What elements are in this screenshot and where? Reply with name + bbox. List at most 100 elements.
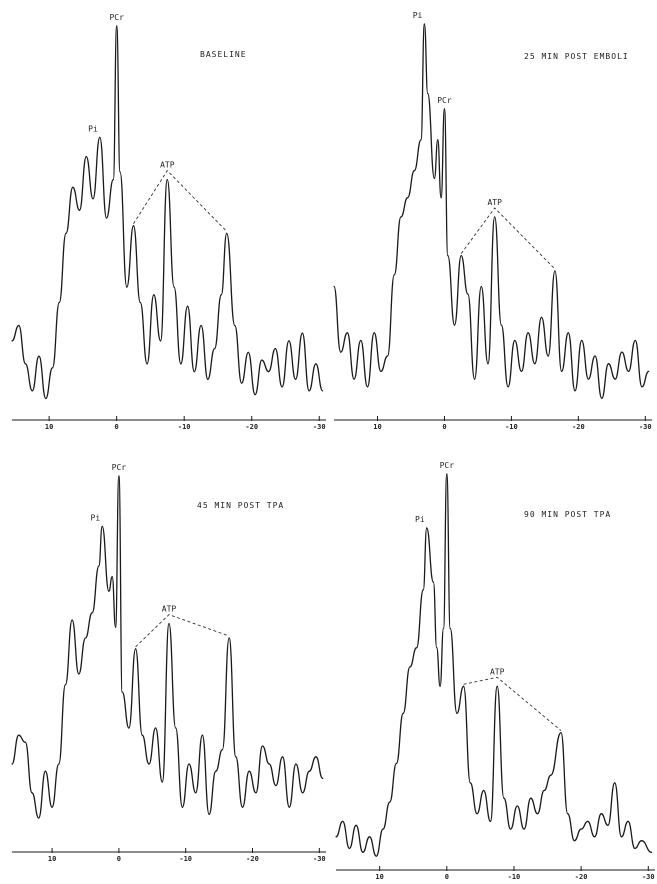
- spectrum-point: [282, 386, 283, 387]
- spectrum-point: [118, 475, 119, 476]
- x-tick-label: -30: [639, 423, 652, 431]
- spectrum-point: [255, 394, 256, 395]
- panel-title: 25 MIN POST EMBOLI: [524, 52, 629, 61]
- spectrum-point: [420, 139, 421, 140]
- spectrum-point: [262, 745, 263, 746]
- panel-25-min-post-emboli: 10 0 -10 -20 -30 25 MIN POST EMBOLI Pi PCr ATP: [333, 11, 652, 431]
- spectrum-point: [621, 836, 622, 837]
- spectrum-point: [78, 673, 79, 674]
- atp-guide-lines: [134, 171, 227, 232]
- spectrum-point: [441, 197, 442, 198]
- spectrum-point: [99, 137, 100, 138]
- spectrum-point: [534, 363, 535, 364]
- spectrum-point: [560, 732, 561, 733]
- spectrum-point: [288, 340, 289, 341]
- spectrum-point: [461, 255, 462, 256]
- spectrum-point: [72, 619, 73, 620]
- spectrum-point: [347, 332, 348, 333]
- spectrum-point: [367, 386, 368, 387]
- spectrum-point: [354, 379, 355, 380]
- spectrum-point: [209, 814, 210, 815]
- spectrum-point: [634, 848, 635, 849]
- spectrum-point: [621, 352, 622, 353]
- spectrum-point: [11, 763, 12, 764]
- x-tick-label: -20: [245, 423, 258, 431]
- spectrum-point: [423, 589, 424, 590]
- panel-45-min-post-tpa: 10 0 -10 -20 -30 45 MIN POST TPA Pi PCr ATP: [11, 463, 326, 863]
- spectrum-point: [65, 684, 66, 685]
- spectrum-point: [65, 233, 66, 234]
- spectrum-point: [523, 829, 524, 830]
- spectrum-point: [92, 612, 93, 613]
- spectrum-point: [116, 25, 117, 26]
- pi-peak-label: Pi: [415, 515, 425, 524]
- pcr-peak-label: PCr: [437, 96, 452, 105]
- spectrum-point: [587, 821, 588, 822]
- spectrum-point: [140, 302, 141, 303]
- spectrum-point: [59, 302, 60, 303]
- spectrum-point: [437, 139, 438, 140]
- spectrum-point: [113, 179, 114, 180]
- spectrum-point: [497, 686, 498, 687]
- x-tick-label: 0: [442, 423, 446, 431]
- pcr-peak-label: PCr: [440, 461, 455, 470]
- spectrum-point: [601, 398, 602, 399]
- spectrum-point: [501, 325, 502, 326]
- spectrum-point: [641, 840, 642, 841]
- spectrum-point: [567, 813, 568, 814]
- x-tick-label: 10: [373, 423, 381, 431]
- spectrum-point: [153, 294, 154, 295]
- spectrum-point: [322, 778, 323, 779]
- atp-guide-lines: [461, 208, 555, 269]
- atp-guide-lines: [136, 615, 230, 647]
- spectrum-point: [235, 756, 236, 757]
- x-tick-label: -30: [313, 423, 326, 431]
- spectrum-point: [52, 367, 53, 368]
- spectrum-point: [162, 781, 163, 782]
- spectrum-point: [601, 813, 602, 814]
- pi-peak-label: Pi: [91, 513, 101, 522]
- spectrum-point: [85, 637, 86, 638]
- spectrum-point: [481, 286, 482, 287]
- x-tick-label: 10: [45, 423, 53, 431]
- spectrum-point: [608, 363, 609, 364]
- x-tick-label: -20: [575, 873, 588, 881]
- spectrum-point: [467, 294, 468, 295]
- spectrum-point: [221, 294, 222, 295]
- spectrum-point: [142, 735, 143, 736]
- spectrum-point: [443, 628, 444, 629]
- spectrum-point: [128, 727, 129, 728]
- spectrum-point: [541, 317, 542, 318]
- spectrum-point: [641, 386, 642, 387]
- x-tick-label: -10: [179, 855, 192, 863]
- spectrum-point: [530, 798, 531, 799]
- spectrum-point: [517, 805, 518, 806]
- spectrum-point: [483, 790, 484, 791]
- spectrum-point: [302, 792, 303, 793]
- spectrum-point: [72, 187, 73, 188]
- spectrum-point: [112, 576, 113, 577]
- spectrum-point: [403, 713, 404, 714]
- spectrum-point: [340, 352, 341, 353]
- spectrum-point: [463, 686, 464, 687]
- x-tick-label: -30: [313, 855, 326, 863]
- spectrum-point: [561, 371, 562, 372]
- spectrum-point: [628, 821, 629, 822]
- spectrum-point: [447, 255, 448, 256]
- spectrum-point: [436, 647, 437, 648]
- spectrum-point: [374, 332, 375, 333]
- atp-peak-label: ATP: [490, 667, 505, 676]
- spectrum-point: [450, 628, 451, 629]
- spectrum-point: [548, 355, 549, 356]
- spectrum-point: [31, 792, 32, 793]
- spectrum-point: [32, 390, 33, 391]
- spectrum-point: [454, 325, 455, 326]
- spectrum-point: [651, 852, 652, 853]
- spectrum-point: [487, 363, 488, 364]
- spectrum-point: [207, 379, 208, 380]
- spectrum-point: [302, 333, 303, 334]
- spectrum-point: [424, 23, 425, 24]
- spectrum-point: [360, 340, 361, 341]
- panel-90-min-post-tpa: 10 0 -10 -20 -30 90 MIN POST TPA Pi PCr ATP: [335, 461, 655, 881]
- spectrum-point: [188, 763, 189, 764]
